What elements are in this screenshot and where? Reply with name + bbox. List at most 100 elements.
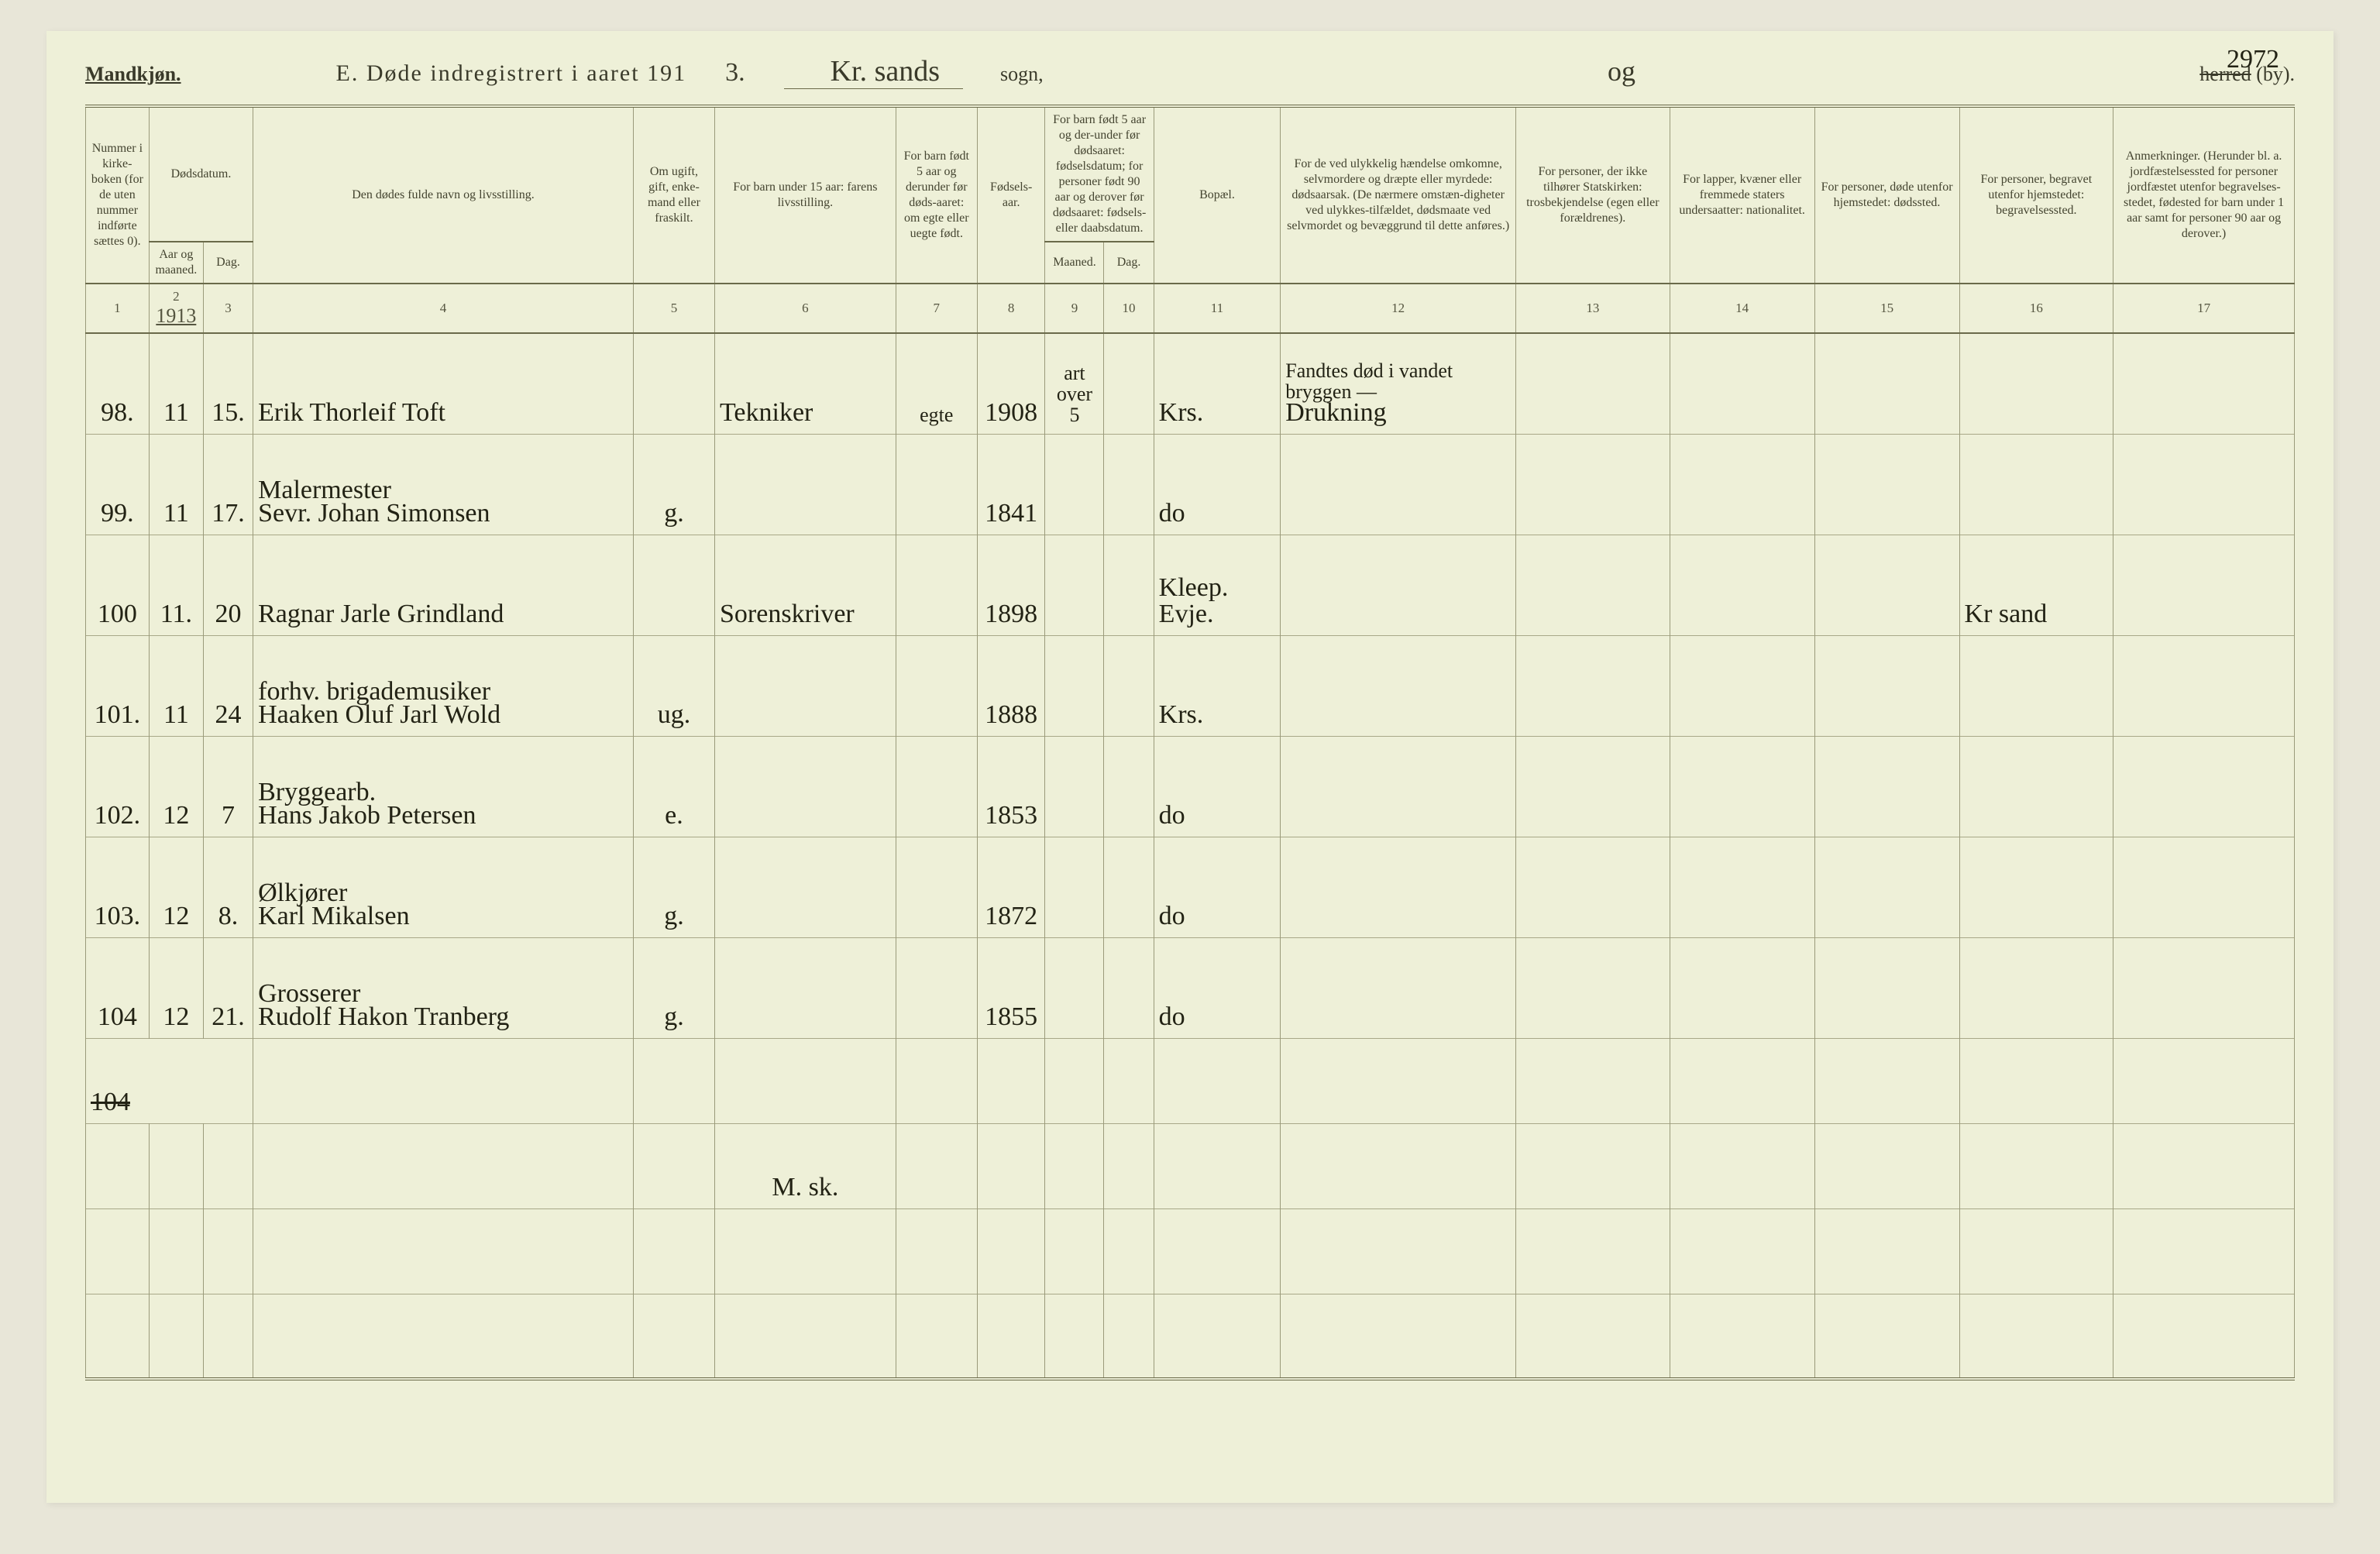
cell-father <box>715 434 896 535</box>
cell-day: 21. <box>203 937 253 1038</box>
empty-cell <box>1104 1123 1154 1208</box>
cell-bday <box>1104 635 1154 736</box>
col-3-sub: Dag. <box>203 242 253 284</box>
cell-birthyear: 1898 <box>977 535 1045 635</box>
cell-legit <box>896 937 977 1038</box>
cell-13 <box>1516 736 1670 837</box>
table-row: 1041221.GrossererRudolf Hakon Tranbergg.… <box>86 937 2295 1038</box>
empty-cell <box>203 1123 253 1208</box>
register-page: Mandkjøn. E. Døde indregistrert i aaret … <box>46 31 2334 1503</box>
cell-14 <box>1670 736 1814 837</box>
empty-cell <box>1281 1123 1516 1208</box>
empty-cell <box>2113 1208 2295 1294</box>
total-row: 104 <box>86 1038 2295 1123</box>
cell-birthyear: 1888 <box>977 635 1045 736</box>
cell-cause: Fandtes død i vandet bryggen —Drukning <box>1281 333 1516 434</box>
cell-father <box>715 635 896 736</box>
empty-cell <box>1045 1294 1104 1379</box>
blank-row <box>86 1208 2295 1294</box>
empty-cell <box>1959 1123 2113 1208</box>
table-row: 99.1117.MalermesterSevr. Johan Simonseng… <box>86 434 2295 535</box>
cell-17 <box>2113 535 2295 635</box>
cell-bday <box>1104 535 1154 635</box>
col-17-header: Anmerkninger. (Herunder bl. a. jordfæste… <box>2113 106 2295 284</box>
cell-bday <box>1104 434 1154 535</box>
cell-cause <box>1281 837 1516 937</box>
cell-13 <box>1516 937 1670 1038</box>
cell-residence: Krs. <box>1154 333 1281 434</box>
title-year-hand: 3. <box>717 58 753 88</box>
cell-bmonth: art over 5 <box>1045 333 1104 434</box>
og-hand: og <box>1577 55 1666 88</box>
table-row: 102.127Bryggearb.Hans Jakob Petersene.18… <box>86 736 2295 837</box>
cell-cause <box>1281 736 1516 837</box>
empty-cell <box>633 1038 714 1123</box>
cell-num: 98. <box>86 333 150 434</box>
cell-14 <box>1670 937 1814 1038</box>
cell-bday <box>1104 937 1154 1038</box>
cell-16 <box>1959 837 2113 937</box>
colnum: 2 1913 <box>149 284 203 333</box>
cell-father: Sorenskriver <box>715 535 896 635</box>
cell-bday <box>1104 736 1154 837</box>
empty-cell <box>203 1294 253 1379</box>
cell-month: 11 <box>149 434 203 535</box>
table-head: Nummer i kirke-boken (for de uten nummer… <box>86 106 2295 333</box>
blank-row <box>86 1294 2295 1379</box>
empty-cell <box>1104 1208 1154 1294</box>
cell-month: 12 <box>149 736 203 837</box>
cell-bmonth <box>1045 535 1104 635</box>
cell-birthyear: 1908 <box>977 333 1045 434</box>
empty-cell <box>715 1038 896 1123</box>
cell-bday <box>1104 333 1154 434</box>
cell-17 <box>2113 837 2295 937</box>
cell-15 <box>1814 535 1959 635</box>
cell-birthyear: 1841 <box>977 434 1045 535</box>
cell-15 <box>1814 333 1959 434</box>
empty-cell <box>1154 1294 1281 1379</box>
table-row: 98.1115.Erik Thorleif ToftTeknikeregte19… <box>86 333 2295 434</box>
empty-cell <box>1814 1294 1959 1379</box>
cell-residence: do <box>1154 736 1281 837</box>
cell-13 <box>1516 635 1670 736</box>
cell-cause <box>1281 434 1516 535</box>
empty-cell <box>253 1038 634 1123</box>
colnum: 13 <box>1516 284 1670 333</box>
colnum: 12 <box>1281 284 1516 333</box>
empty-cell <box>977 1123 1045 1208</box>
col-2-sub: Aar og maaned. <box>149 242 203 284</box>
empty-cell <box>1959 1038 2113 1123</box>
cell-residence: Krs. <box>1154 635 1281 736</box>
empty-cell <box>977 1038 1045 1123</box>
cell-17 <box>2113 635 2295 736</box>
col-6-header: For barn under 15 aar: farens livsstilli… <box>715 106 896 284</box>
cell-legit <box>896 635 977 736</box>
cell-16: Kr sand <box>1959 535 2113 635</box>
col-16-header: For personer, begravet utenfor hjemstede… <box>1959 106 2113 284</box>
empty-cell <box>203 1208 253 1294</box>
empty-cell <box>896 1208 977 1294</box>
colnum: 8 <box>977 284 1045 333</box>
empty-cell <box>1154 1123 1281 1208</box>
cell-father <box>715 837 896 937</box>
cell-birthyear: 1853 <box>977 736 1045 837</box>
cell-month: 12 <box>149 837 203 937</box>
cell-legit: egte <box>896 333 977 434</box>
empty-cell <box>1045 1038 1104 1123</box>
col-9-sub: Maaned. <box>1045 242 1104 284</box>
empty-cell <box>977 1208 1045 1294</box>
colnum: 9 <box>1045 284 1104 333</box>
cell-bmonth <box>1045 736 1104 837</box>
cell-15 <box>1814 736 1959 837</box>
page-header: Mandkjøn. E. Døde indregistrert i aaret … <box>85 54 2295 89</box>
cell-father <box>715 736 896 837</box>
cell-17 <box>2113 937 2295 1038</box>
title-printed: E. Døde indregistrert i aaret 191 <box>336 60 687 87</box>
empty-cell <box>86 1208 150 1294</box>
sogn-label: sogn, <box>1000 63 1044 86</box>
cell-15 <box>1814 434 1959 535</box>
cell-civil: g. <box>633 434 714 535</box>
cell-civil <box>633 333 714 434</box>
column-number-row: 1 2 1913 3 4 5 6 7 8 9 10 11 12 13 14 15… <box>86 284 2295 333</box>
cell-legit <box>896 837 977 937</box>
